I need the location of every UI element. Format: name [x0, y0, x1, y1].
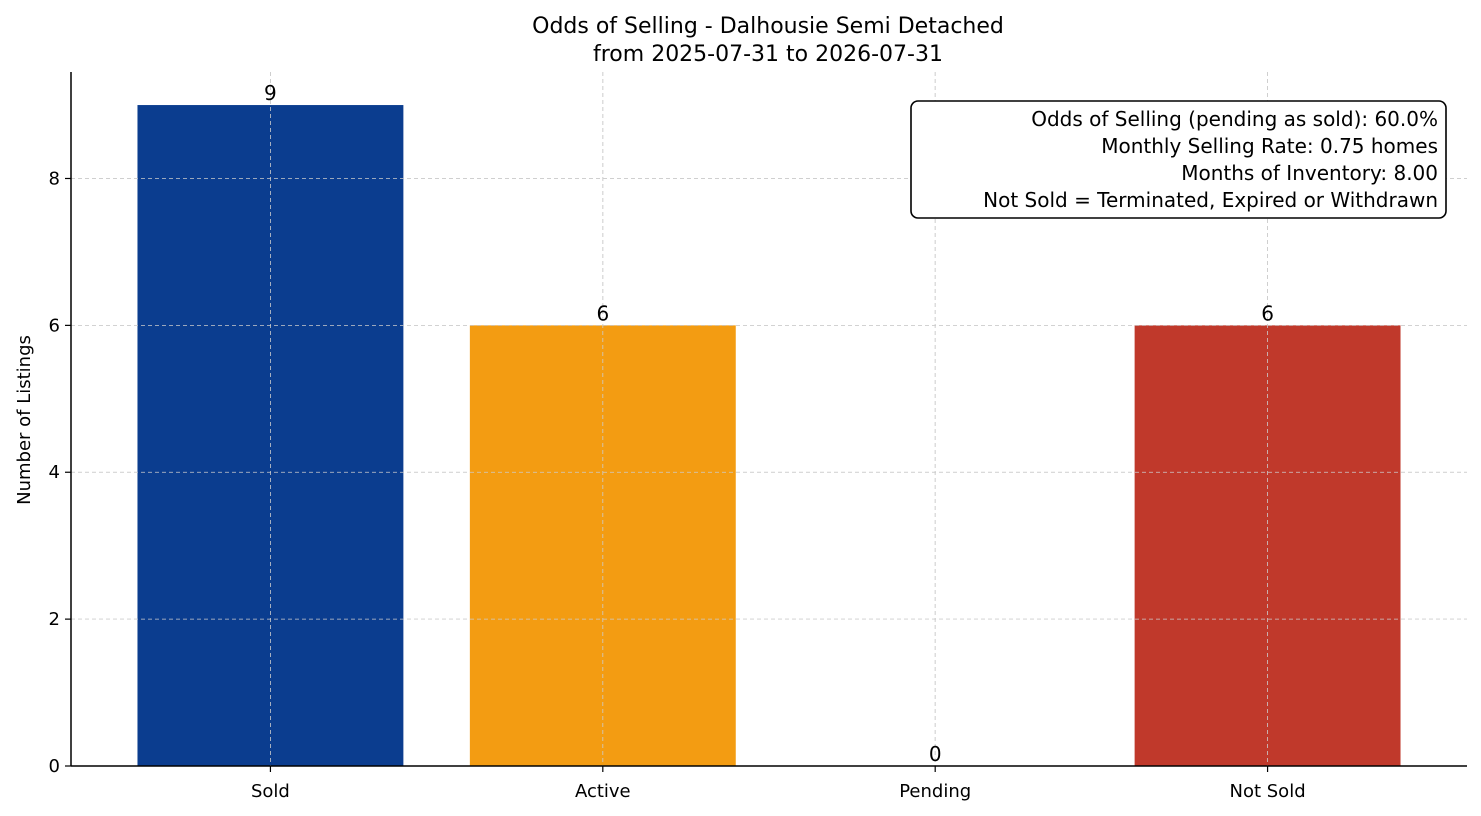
bar-value-label-not-sold: 6 [1261, 301, 1274, 325]
y-tick-label-0: 0 [49, 756, 60, 777]
x-axis-ticks: Sold Active Pending Not Sold [251, 766, 1306, 802]
x-tick-label-pending: Pending [899, 781, 971, 802]
annotation-box-border [910, 100, 1447, 219]
bar-active [469, 325, 736, 766]
bar-sold [137, 105, 404, 767]
bar-value-label-pending: 0 [929, 742, 942, 766]
bars [137, 105, 1401, 767]
y-tick-label-4: 8 [49, 168, 60, 189]
bar-value-label-sold: 9 [264, 81, 277, 105]
chart-subtitle: from 2025-07-31 to 2026-07-31 [593, 42, 943, 67]
y-tick-label-1: 2 [49, 609, 60, 630]
y-axis-ticks: 0 2 4 6 8 [49, 168, 71, 777]
annotation-line-inventory: Months of Inventory: 8.00 [1181, 161, 1438, 185]
annotation-line-rate: Monthly Selling Rate: 0.75 homes [1101, 134, 1438, 158]
x-tick-label-sold: Sold [251, 781, 290, 802]
y-tick-label-2: 4 [49, 462, 60, 483]
x-tick-label-not-sold: Not Sold [1230, 781, 1306, 802]
x-tick-label-active: Active [575, 781, 631, 802]
bar-value-labels: 9 6 0 6 [264, 81, 1274, 766]
y-tick-label-3: 6 [49, 315, 60, 336]
y-axis-label: Number of Listings [14, 335, 35, 505]
annotation-line-not-sold-definition: Not Sold = Terminated, Expired or Withdr… [983, 188, 1438, 212]
annotation-box: Odds of Selling (pending as sold): 60.0%… [910, 100, 1447, 219]
annotation-line-odds: Odds of Selling (pending as sold): 60.0% [1031, 107, 1438, 131]
bar-not-sold [1134, 325, 1401, 766]
bar-value-label-active: 6 [596, 301, 609, 325]
chart-title: Odds of Selling - Dalhousie Semi Detache… [532, 14, 1004, 39]
